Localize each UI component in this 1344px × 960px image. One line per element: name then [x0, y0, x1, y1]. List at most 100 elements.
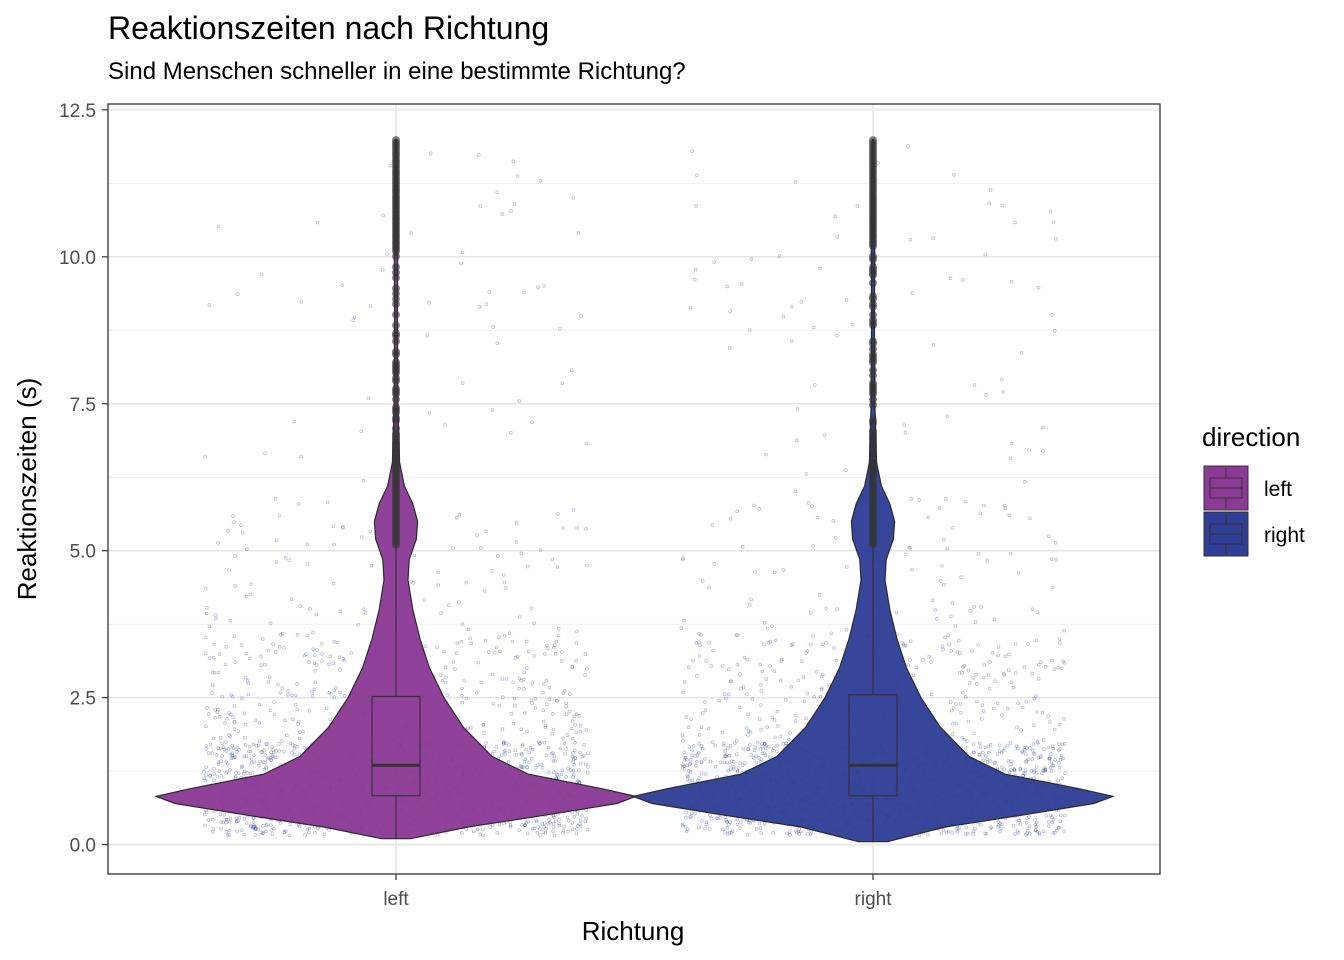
jitter-point	[526, 649, 531, 654]
jitter-point	[835, 235, 840, 239]
jitter-point	[725, 746, 730, 750]
jitter-point	[758, 826, 763, 830]
jitter-point	[570, 827, 575, 832]
jitter-point	[216, 762, 221, 766]
jitter-point	[771, 830, 775, 835]
jitter-point	[247, 656, 252, 661]
jitter-point	[538, 179, 543, 183]
jitter-point	[568, 692, 572, 696]
jitter-point	[368, 304, 373, 308]
jitter-point	[469, 641, 474, 645]
jitter-point	[224, 740, 228, 744]
jitter-point	[1060, 666, 1064, 671]
jitter-point	[223, 721, 227, 725]
jitter-point	[231, 746, 236, 750]
jitter-point	[945, 546, 949, 551]
jitter-point	[205, 605, 209, 610]
jitter-point	[714, 816, 719, 820]
jitter-point	[503, 752, 508, 756]
jitter-point	[770, 624, 774, 629]
jitter-point	[758, 682, 763, 687]
jitter-point	[526, 831, 530, 836]
jitter-point	[1024, 699, 1028, 704]
jitter-point	[217, 714, 222, 719]
jitter-point	[366, 396, 371, 401]
jitter-point	[939, 831, 944, 836]
jitter-point	[232, 704, 237, 708]
jitter-point	[287, 558, 292, 562]
jitter-point	[1033, 828, 1038, 833]
jitter-point	[558, 326, 562, 331]
jitter-point	[233, 720, 237, 724]
jitter-point	[1039, 754, 1043, 758]
jitter-point	[894, 610, 899, 615]
outlier-point	[392, 310, 400, 319]
jitter-point	[227, 568, 231, 572]
jitter-point	[572, 714, 577, 718]
jitter-point	[696, 751, 701, 755]
jitter-point	[968, 608, 972, 613]
jitter-point	[1057, 637, 1062, 642]
jitter-point	[734, 752, 739, 756]
jitter-point	[752, 503, 756, 508]
jitter-point	[726, 692, 731, 697]
jitter-point	[212, 771, 217, 776]
jitter-point	[583, 652, 588, 656]
jitter-point	[704, 820, 709, 824]
jitter-point	[844, 627, 849, 632]
jitter-point	[356, 622, 361, 627]
jitter-point	[708, 813, 712, 818]
jitter-point	[695, 173, 699, 178]
jitter-point	[985, 757, 989, 762]
jitter-point	[699, 819, 704, 823]
jitter-point	[232, 520, 236, 524]
jitter-point	[320, 659, 324, 663]
jitter-point	[772, 570, 777, 575]
jitter-point	[438, 673, 443, 677]
jitter-point	[314, 663, 319, 667]
jitter-point	[536, 825, 540, 829]
jitter-point	[249, 823, 253, 828]
jitter-point	[749, 257, 754, 262]
jitter-point	[549, 751, 554, 756]
jitter-point	[819, 687, 824, 692]
jitter-point	[706, 726, 711, 731]
jitter-point	[682, 618, 686, 623]
jitter-point	[584, 728, 589, 732]
jitter-point	[1063, 813, 1067, 818]
jitter-point	[562, 688, 567, 693]
jitter-point	[683, 755, 687, 760]
jitter-point	[247, 749, 251, 754]
jitter-point	[1030, 757, 1034, 761]
jitter-point	[813, 383, 817, 387]
jitter-point	[914, 665, 919, 670]
jitter-point	[1014, 671, 1018, 675]
jitter-point	[305, 827, 310, 832]
jitter-point	[551, 770, 556, 775]
jitter-point	[469, 725, 473, 730]
jitter-point	[1042, 747, 1046, 751]
jitter-point	[551, 821, 556, 826]
jitter-point	[225, 716, 229, 721]
jitter-point	[561, 526, 565, 530]
jitter-point	[275, 682, 280, 687]
jitter-point	[1033, 822, 1038, 827]
jitter-point	[554, 639, 559, 644]
jitter-point	[517, 399, 522, 403]
jitter-point	[561, 828, 566, 833]
jitter-point	[758, 759, 763, 764]
jitter-point	[735, 822, 740, 827]
jitter-point	[543, 830, 548, 835]
jitter-point	[520, 823, 524, 827]
jitter-point	[722, 692, 727, 697]
jitter-point	[729, 830, 734, 835]
jitter-point	[578, 729, 582, 734]
jitter-point	[522, 759, 527, 764]
jitter-point	[767, 755, 772, 759]
jitter-point	[685, 827, 690, 832]
jitter-point	[711, 648, 715, 653]
jitter-point	[530, 826, 535, 831]
jitter-point	[727, 345, 732, 350]
jitter-point	[571, 196, 576, 200]
outlier-point	[392, 424, 400, 433]
